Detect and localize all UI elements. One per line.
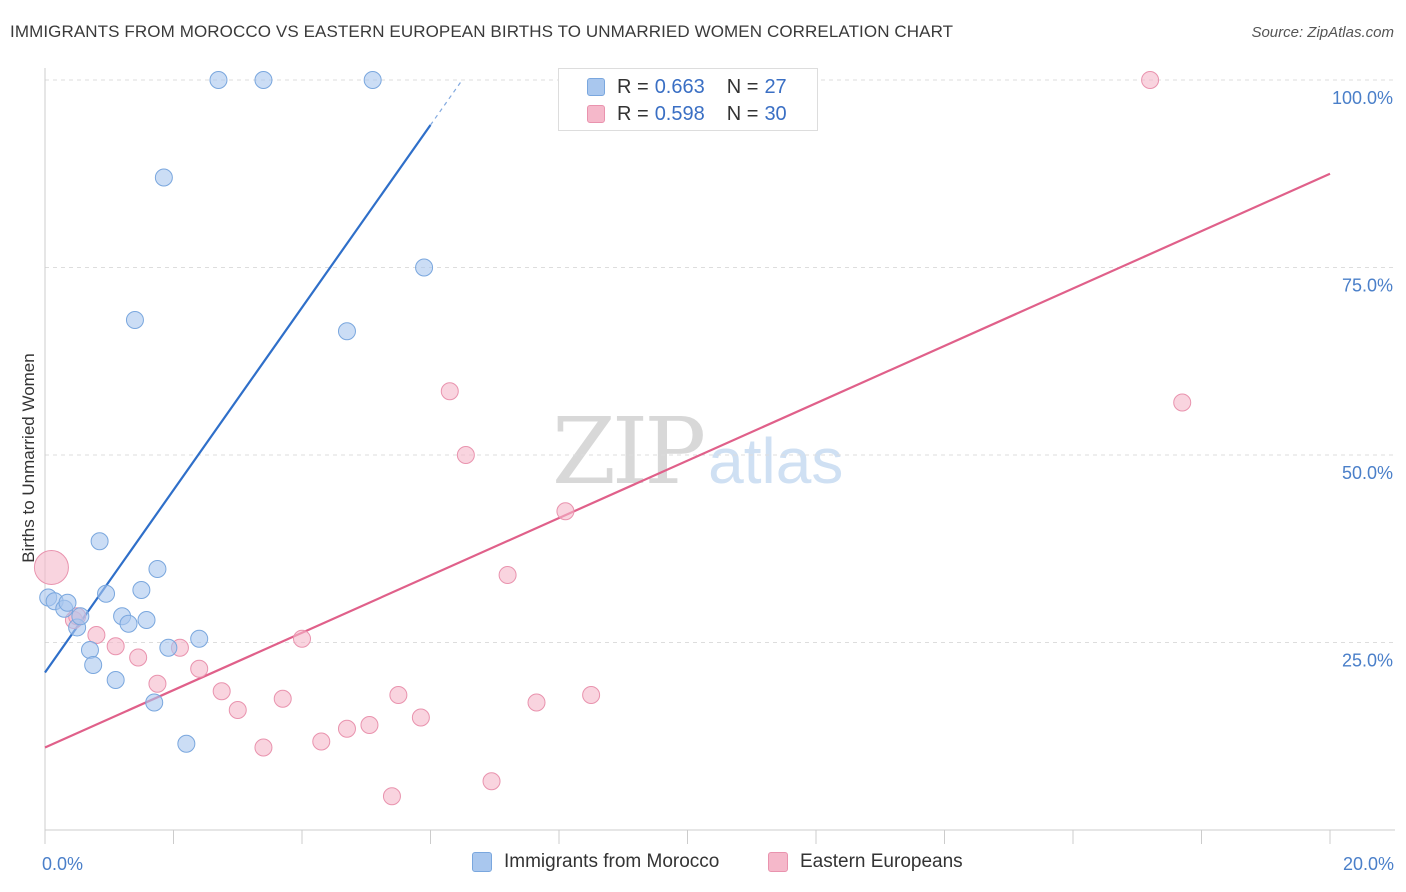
- legend-r-value: 0.598: [654, 102, 705, 125]
- y-tick-label: 75.0%: [1342, 276, 1393, 296]
- point-eastern-europeans: [212, 682, 231, 701]
- point-eastern-europeans: [129, 648, 148, 667]
- trendlines: [44, 79, 1331, 749]
- point-morocco: [132, 581, 151, 599]
- point-eastern-europeans: [360, 716, 379, 734]
- point-eastern-europeans: [106, 637, 125, 656]
- source-credit: Source: ZipAtlas.com: [1251, 24, 1394, 41]
- point-eastern-europeans: [273, 689, 292, 708]
- point-morocco: [58, 593, 77, 612]
- point-eastern-europeans: [411, 708, 430, 727]
- point-eastern-europeans: [482, 772, 501, 791]
- point-eastern-europeans: [87, 626, 106, 644]
- point-eastern-europeans: [228, 701, 247, 719]
- legend-label-eastern-europeans: Eastern Europeans: [800, 851, 963, 872]
- point-morocco: [119, 614, 138, 633]
- trendline-morocco: [44, 124, 432, 674]
- legend-swatch-eastern-europeans: [587, 105, 605, 123]
- trendline-morocco-extension: [430, 79, 463, 126]
- point-morocco: [337, 322, 356, 341]
- series-legend: Immigrants from Morocco Eastern European…: [0, 851, 1406, 877]
- trendline-eastern-europeans: [44, 172, 1331, 749]
- point-morocco: [415, 258, 434, 277]
- legend-n-label: N =: [726, 102, 759, 125]
- point-morocco: [177, 734, 196, 753]
- point-morocco: [84, 656, 103, 674]
- point-eastern-europeans: [337, 719, 356, 738]
- x-tick-label: 20.0%: [1343, 854, 1394, 874]
- point-eastern-europeans: [1141, 71, 1160, 89]
- legend-r-value: 0.663: [654, 75, 705, 98]
- point-morocco: [106, 671, 125, 689]
- point-eastern-europeans: [1173, 393, 1192, 412]
- legend-row-eastern-europeans: R = 0.598 N = 30: [587, 101, 787, 127]
- point-morocco: [190, 629, 209, 648]
- watermark-atlas: atlas: [708, 425, 844, 497]
- legend-n-label: N =: [726, 75, 759, 98]
- point-eastern-europeans: [582, 686, 601, 704]
- x-tick-label: 0.0%: [42, 854, 83, 874]
- gridlines: [45, 79, 1395, 643]
- point-eastern-europeans: [33, 550, 69, 585]
- y-tick-label: 50.0%: [1342, 463, 1393, 483]
- legend-n-value: 27: [764, 75, 787, 98]
- point-morocco: [97, 584, 116, 603]
- point-morocco: [363, 71, 382, 89]
- point-morocco: [90, 532, 109, 551]
- y-tick-label: 25.0%: [1342, 651, 1393, 671]
- point-eastern-europeans: [254, 738, 273, 757]
- point-morocco: [80, 641, 99, 659]
- legend-n-value: 30: [764, 102, 787, 125]
- tick-labels: 100.0% 75.0% 50.0% 25.0% 0.0% 20.0%: [42, 88, 1394, 874]
- point-eastern-europeans: [190, 659, 209, 678]
- point-morocco: [145, 693, 164, 712]
- legend-swatch-eastern-europeans: [768, 852, 788, 872]
- legend-item-eastern-europeans: Eastern Europeans: [768, 851, 963, 873]
- point-eastern-europeans: [312, 732, 331, 751]
- data-points: [33, 71, 1192, 806]
- legend-item-morocco: Immigrants from Morocco: [472, 851, 719, 873]
- legend-label-morocco: Immigrants from Morocco: [504, 851, 720, 872]
- point-eastern-europeans: [498, 566, 517, 584]
- point-morocco: [159, 638, 178, 657]
- point-eastern-europeans: [440, 382, 459, 401]
- point-eastern-europeans: [293, 629, 311, 648]
- legend-r-label: R =: [617, 75, 649, 98]
- y-axis-label: Births to Unmarried Women: [19, 353, 38, 562]
- point-morocco: [154, 168, 173, 187]
- point-eastern-europeans: [527, 693, 546, 712]
- stats-legend: R = 0.663 N = 27 R = 0.598 N = 30: [558, 68, 818, 131]
- legend-r-label: R =: [617, 102, 649, 125]
- point-eastern-europeans: [556, 502, 575, 521]
- legend-row-morocco: R = 0.663 N = 27: [587, 74, 787, 100]
- point-eastern-europeans: [456, 446, 475, 464]
- point-morocco: [148, 560, 167, 578]
- point-morocco: [71, 607, 90, 626]
- point-eastern-europeans: [382, 787, 401, 806]
- point-morocco: [209, 71, 228, 89]
- axes: [44, 68, 1395, 844]
- y-tick-label: 100.0%: [1332, 88, 1393, 108]
- point-morocco: [125, 311, 144, 329]
- legend-swatch-morocco: [587, 78, 605, 96]
- legend-swatch-morocco: [472, 852, 492, 872]
- chart-title: IMMIGRANTS FROM MOROCCO VS EASTERN EUROP…: [10, 22, 954, 41]
- point-morocco: [254, 71, 273, 89]
- point-eastern-europeans: [389, 686, 408, 704]
- point-eastern-europeans: [148, 674, 167, 693]
- point-morocco: [137, 611, 156, 629]
